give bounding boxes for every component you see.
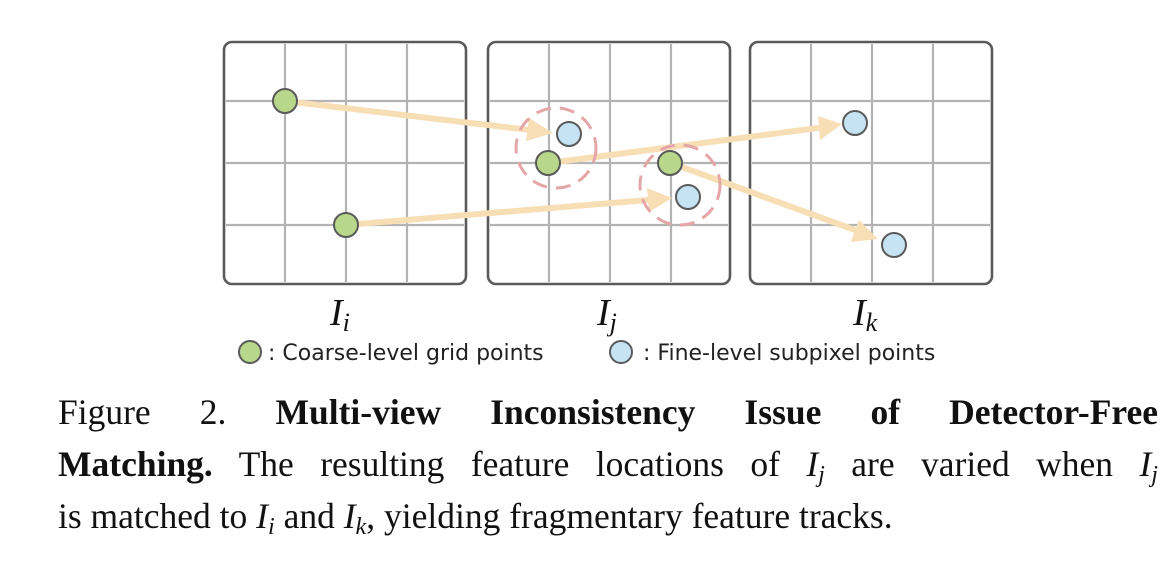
caption-text-5: , yielding fragmentary feature tracks. <box>366 496 893 536</box>
figure-caption: Figure 2. Multi-view Inconsistency Issue… <box>58 386 1158 542</box>
caption-line-1: Figure 2. Multi-view Inconsistency Issue… <box>58 386 1158 438</box>
caption-text-1: The resulting feature locations of <box>212 444 807 484</box>
arrow-j-to-k-bottom <box>668 160 858 233</box>
fine-point-j-lower <box>675 184 701 210</box>
coarse-point-j-left <box>535 150 561 176</box>
panel-k <box>748 40 994 286</box>
match-arrows <box>282 98 878 242</box>
caption-title-part2: Matching. <box>58 444 213 484</box>
fine-point-k-upper <box>842 110 868 136</box>
caption-line-3: is matched to Ii and Ik, yielding fragme… <box>58 490 1158 542</box>
panel-label-k: Ik <box>852 292 878 337</box>
caption-var-ii: Ii <box>256 496 275 541</box>
panel-j <box>486 40 732 286</box>
caption-text-3: is matched to <box>58 496 257 536</box>
caption-title-part1: Multi-view Inconsistency Issue of Detect… <box>275 392 1159 432</box>
fine-point-k-lower <box>881 232 907 258</box>
arrow-head-i-top-to-j <box>526 118 553 141</box>
legend-fine-label: : Fine-level subpixel points <box>643 341 935 366</box>
arrow-i-top-to-j <box>282 98 533 133</box>
panel-label-i: Ii <box>329 292 350 337</box>
coarse-point-i-bottom <box>333 212 359 238</box>
arrow-head-j-to-k-top <box>818 116 842 140</box>
multi-view-diagram: Ii Ij Ik : Coarse-level grid points : Fi… <box>222 40 994 366</box>
legend-fine-swatch <box>609 340 633 364</box>
inconsistency-ring-right <box>638 143 722 227</box>
arrow-i-bottom-to-j <box>343 197 651 228</box>
caption-line-2: Matching. The resulting feature location… <box>58 438 1158 490</box>
arrow-head-j-to-k-bottom <box>851 220 878 242</box>
coarse-point-i-top <box>272 88 298 114</box>
panel-label-j: Ij <box>596 292 617 337</box>
caption-figure-number: Figure 2. <box>58 392 227 432</box>
caption-text-4: and <box>274 496 344 536</box>
legend: : Coarse-level grid points : Fine-level … <box>238 340 935 366</box>
coarse-point-j-right <box>657 150 683 176</box>
caption-var-ij-1: Ij <box>806 444 825 489</box>
panel-k-grid <box>752 44 990 282</box>
caption-var-ik: Ik <box>343 496 367 541</box>
inconsistency-ring-left <box>514 106 598 190</box>
legend-coarse-swatch <box>238 340 262 364</box>
legend-coarse-label: : Coarse-level grid points <box>268 341 544 366</box>
arrow-head-i-bottom-to-j <box>647 188 672 212</box>
caption-var-ij-2: Ij <box>1139 444 1158 489</box>
caption-text-2: are varied when <box>824 444 1140 484</box>
fine-point-j-upper <box>556 121 582 147</box>
panel-i <box>222 40 468 286</box>
